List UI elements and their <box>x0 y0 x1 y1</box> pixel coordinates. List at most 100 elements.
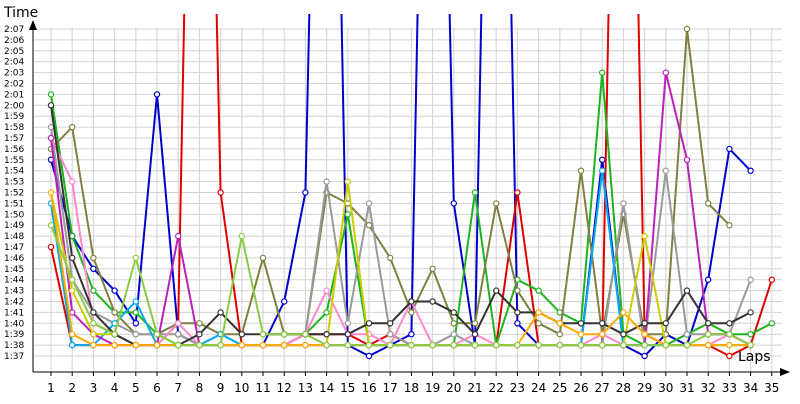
series-3-point <box>132 309 139 316</box>
series-12-point <box>174 341 182 349</box>
series-12-point <box>111 331 118 338</box>
series-11-point <box>153 341 161 349</box>
series-12-point <box>132 254 139 262</box>
x-tick-label: 14 <box>319 381 334 395</box>
series-12-point <box>514 341 521 349</box>
series-12-point <box>450 341 457 349</box>
series-12-point <box>196 341 203 349</box>
x-tick-label: 19 <box>425 381 440 395</box>
series-3-point <box>747 331 754 338</box>
series-12-point <box>471 341 479 349</box>
series-12-point <box>683 341 691 349</box>
x-tick-label: 9 <box>217 381 225 395</box>
x-tick-label: 15 <box>340 381 355 395</box>
y-tick-label: 1:54 <box>4 167 24 177</box>
series-10-point <box>344 331 351 338</box>
series-11-point <box>90 341 97 349</box>
series-10-point <box>387 320 394 327</box>
series-12-point <box>705 331 712 338</box>
series-10-point <box>323 331 330 338</box>
series-10-point <box>641 320 648 327</box>
series-4-point <box>365 221 373 229</box>
x-tick-label: 11 <box>255 381 270 395</box>
y-tick-label: 2:00 <box>4 101 24 111</box>
series-10-point <box>471 331 479 338</box>
y-tick-label: 1:48 <box>4 232 24 242</box>
y-tick-label: 1:45 <box>4 265 24 275</box>
series-10-point <box>450 309 457 316</box>
y-tick-label: 1:47 <box>4 243 24 253</box>
series-5-point <box>662 167 670 174</box>
series-4-point <box>450 320 457 327</box>
series-11-point <box>111 341 118 349</box>
series-5-point <box>174 331 182 338</box>
series-11-point <box>47 189 55 196</box>
series-6-point <box>68 178 76 185</box>
series-3-point <box>768 320 776 327</box>
series-2-point <box>217 189 224 196</box>
series-1-point <box>111 287 118 294</box>
series-9-point <box>344 178 351 185</box>
series-10-point <box>726 320 733 327</box>
y-tick-label: 1:56 <box>4 145 24 155</box>
series-8-point <box>68 309 76 316</box>
series-10-point <box>47 102 55 109</box>
x-tick-label: 13 <box>298 381 313 395</box>
x-tick-label: 20 <box>446 381 461 395</box>
series-5-point <box>323 178 330 185</box>
series-10-point <box>705 320 712 327</box>
y-tick-label: 1:43 <box>4 287 24 297</box>
y-axis-title: Time <box>3 5 38 21</box>
x-axis-title: Laps <box>738 349 771 365</box>
x-tick-label: 21 <box>467 381 482 395</box>
series-8-point <box>174 232 182 240</box>
series-11-point <box>259 341 267 349</box>
x-tick-label: 3 <box>90 381 98 395</box>
series-12-point <box>302 331 309 338</box>
series-11-point <box>620 309 627 316</box>
series-10-point <box>408 298 415 305</box>
series-5-point <box>450 331 457 338</box>
series-4-point <box>705 200 712 207</box>
x-tick-label: 16 <box>361 381 376 395</box>
series-11-point <box>281 341 288 349</box>
series-line-1 <box>50 14 752 357</box>
series-12-point <box>577 341 585 349</box>
series-10-point <box>620 331 627 338</box>
x-tick-label: 8 <box>196 381 204 395</box>
series-12-point <box>47 221 55 229</box>
series-11-point <box>641 331 648 338</box>
series-8-point <box>662 69 670 76</box>
series-4-point <box>514 287 521 294</box>
series-1-point <box>365 352 373 360</box>
y-tick-label: 2:01 <box>4 90 24 100</box>
series-4-point <box>683 25 691 33</box>
series-5-point <box>365 200 373 207</box>
series-4-point <box>387 254 394 262</box>
series-4-point <box>90 254 97 262</box>
x-tick-label: 10 <box>234 381 249 395</box>
series-12-point <box>153 331 161 338</box>
series-3-point <box>90 287 97 294</box>
series-8-point <box>683 156 691 163</box>
x-tick-label: 24 <box>531 381 546 395</box>
series-5-point <box>683 331 691 338</box>
series-12-point <box>387 341 394 349</box>
x-tick-label: 4 <box>111 381 119 395</box>
x-tick-label: 18 <box>404 381 419 395</box>
x-tick-label: 30 <box>658 381 673 395</box>
series-5-point <box>620 200 627 207</box>
series-12-point <box>556 341 564 349</box>
series-10-point <box>683 287 691 294</box>
series-1-point <box>302 189 309 196</box>
series-11-point <box>132 341 139 349</box>
series-12-point <box>344 341 351 349</box>
series-4-point <box>429 265 436 272</box>
series-10-point <box>196 331 203 338</box>
series-4-point <box>493 200 500 207</box>
series-12-point <box>259 331 267 338</box>
series-12-point <box>641 341 648 349</box>
series-6-point <box>174 320 182 327</box>
series-1-point <box>726 145 733 153</box>
